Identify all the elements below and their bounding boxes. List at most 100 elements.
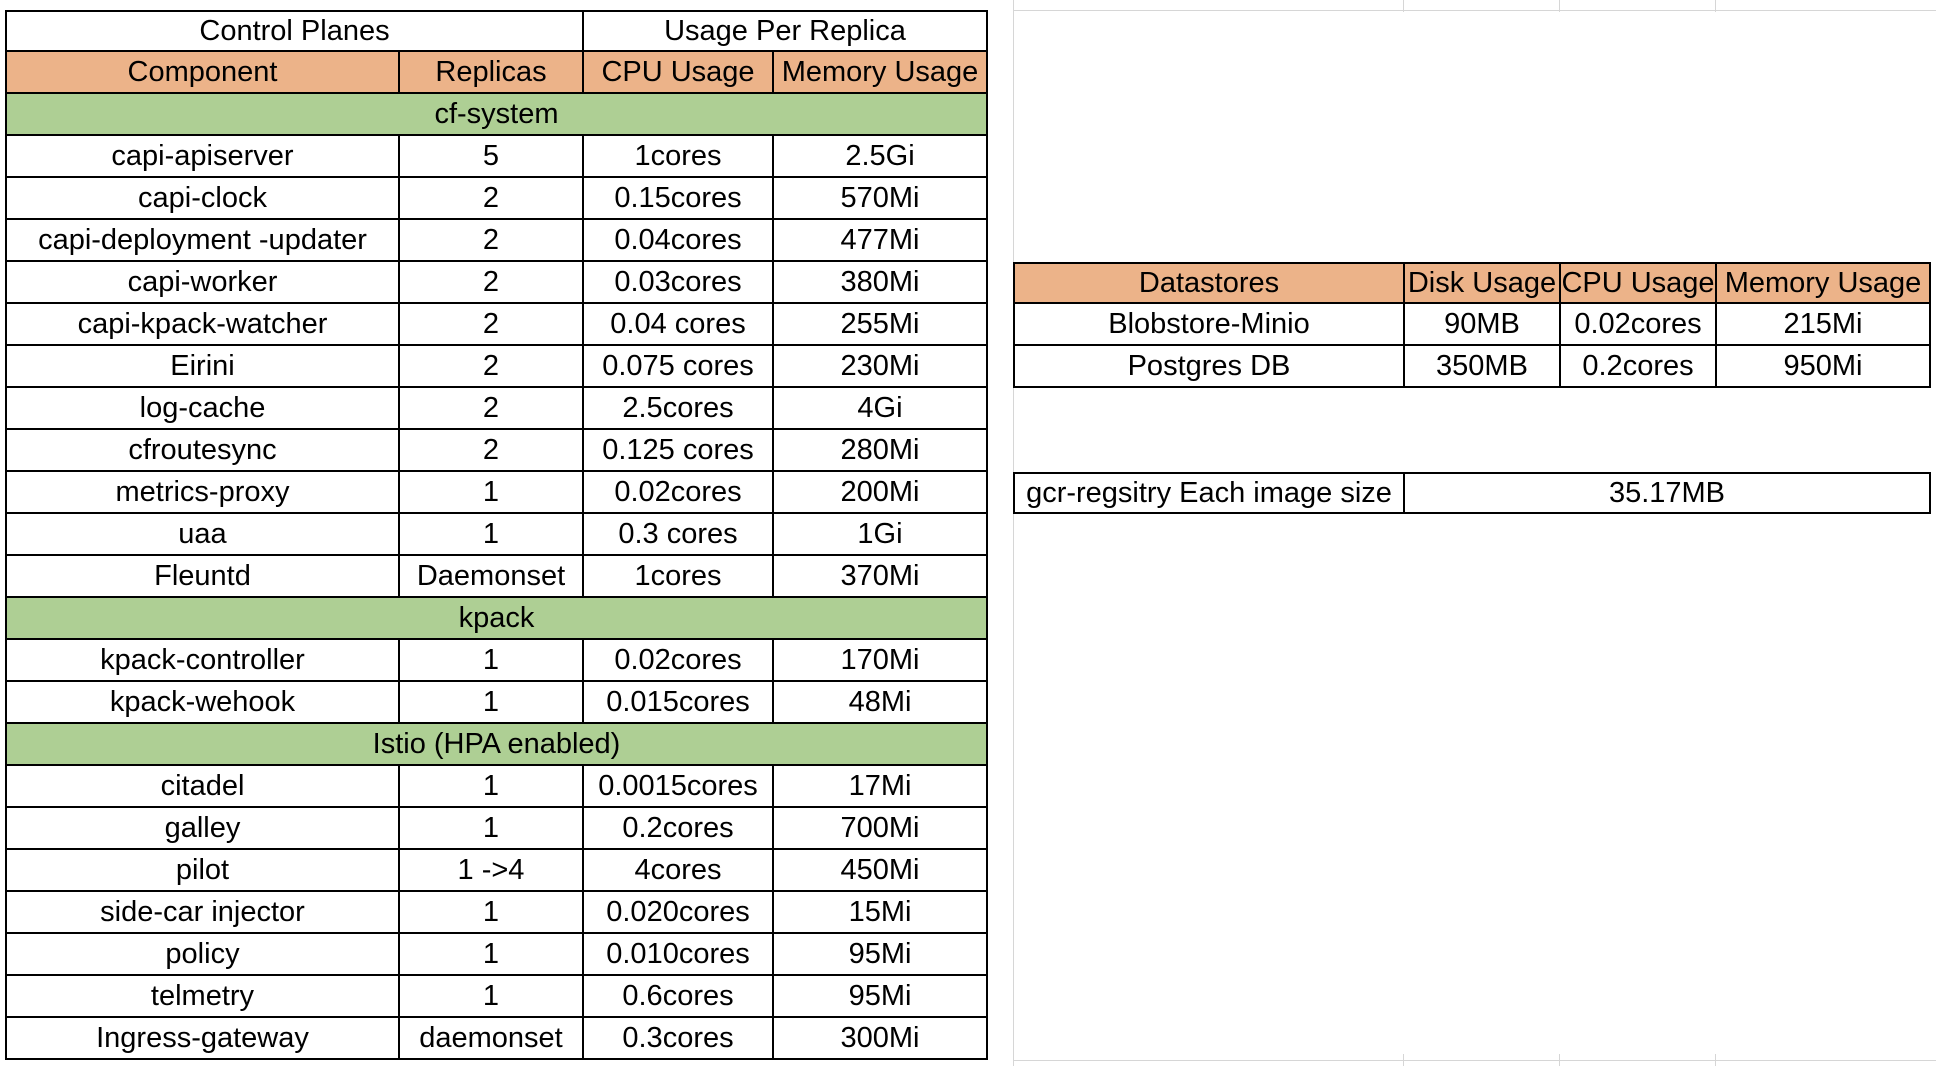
component-cell[interactable]: capi-kpack-watcher xyxy=(5,304,398,346)
component-cell[interactable]: metrics-proxy xyxy=(5,472,398,514)
replicas-cell[interactable]: 2 xyxy=(398,304,582,346)
memory-usage-cell[interactable]: 300Mi xyxy=(772,1018,988,1060)
memory-usage-cell[interactable]: 170Mi xyxy=(772,640,988,682)
component-cell[interactable]: capi-deployment -updater xyxy=(5,220,398,262)
replicas-cell[interactable]: 1 xyxy=(398,682,582,724)
disk-usage-cell[interactable]: 90MB xyxy=(1403,304,1559,346)
memory-usage-cell[interactable]: 95Mi xyxy=(772,976,988,1018)
cpu-usage-cell[interactable]: 0.125 cores xyxy=(582,430,772,472)
component-cell[interactable]: kpack-wehook xyxy=(5,682,398,724)
cpu-usage-cell[interactable]: 1cores xyxy=(582,556,772,598)
cpu-usage-cell[interactable]: 0.2cores xyxy=(582,808,772,850)
memory-usage-cell[interactable]: 280Mi xyxy=(772,430,988,472)
component-cell[interactable]: capi-apiserver xyxy=(5,136,398,178)
cpu-usage-cell[interactable]: 0.04cores xyxy=(582,220,772,262)
registry-label-cell[interactable]: gcr-regsitry Each image size xyxy=(1013,472,1403,514)
cpu-usage-cell[interactable]: 0.020cores xyxy=(582,892,772,934)
cpu-usage-cell[interactable]: 0.0015cores xyxy=(582,766,772,808)
datastores-header-datastores[interactable]: Datastores xyxy=(1013,262,1403,304)
replicas-cell[interactable]: 1 xyxy=(398,892,582,934)
control-planes-title[interactable]: Control Planes xyxy=(5,10,582,52)
cpu-usage-cell[interactable]: 0.010cores xyxy=(582,934,772,976)
column-header-replicas[interactable]: Replicas xyxy=(398,52,582,94)
disk-usage-cell[interactable]: 350MB xyxy=(1403,346,1559,388)
memory-usage-cell[interactable]: 48Mi xyxy=(772,682,988,724)
replicas-cell[interactable]: 2 xyxy=(398,262,582,304)
component-cell[interactable]: capi-worker xyxy=(5,262,398,304)
cpu-usage-cell[interactable]: 0.3cores xyxy=(582,1018,772,1060)
memory-usage-cell[interactable]: 570Mi xyxy=(772,178,988,220)
component-cell[interactable]: Eirini xyxy=(5,346,398,388)
cpu-usage-cell[interactable]: 0.2cores xyxy=(1559,346,1715,388)
memory-usage-cell[interactable]: 370Mi xyxy=(772,556,988,598)
component-cell[interactable]: kpack-controller xyxy=(5,640,398,682)
cpu-usage-cell[interactable]: 0.3 cores xyxy=(582,514,772,556)
memory-usage-cell[interactable]: 950Mi xyxy=(1715,346,1931,388)
memory-usage-cell[interactable]: 380Mi xyxy=(772,262,988,304)
memory-usage-cell[interactable]: 4Gi xyxy=(772,388,988,430)
replicas-cell[interactable]: 2 xyxy=(398,346,582,388)
datastores-header-memory-usage[interactable]: Memory Usage xyxy=(1715,262,1931,304)
cpu-usage-cell[interactable]: 1cores xyxy=(582,136,772,178)
datastore-name-cell[interactable]: Postgres DB xyxy=(1013,346,1403,388)
column-header-component[interactable]: Component xyxy=(5,52,398,94)
replicas-cell[interactable]: 2 xyxy=(398,220,582,262)
section-row[interactable]: Istio (HPA enabled) xyxy=(5,724,988,766)
cpu-usage-cell[interactable]: 0.02cores xyxy=(1559,304,1715,346)
component-cell[interactable]: policy xyxy=(5,934,398,976)
memory-usage-cell[interactable]: 95Mi xyxy=(772,934,988,976)
memory-usage-cell[interactable]: 1Gi xyxy=(772,514,988,556)
registry-value-cell[interactable]: 35.17MB xyxy=(1403,472,1931,514)
cpu-usage-cell[interactable]: 0.02cores xyxy=(582,640,772,682)
cpu-usage-cell[interactable]: 0.04 cores xyxy=(582,304,772,346)
replicas-cell[interactable]: Daemonset xyxy=(398,556,582,598)
memory-usage-cell[interactable]: 2.5Gi xyxy=(772,136,988,178)
component-cell[interactable]: citadel xyxy=(5,766,398,808)
cpu-usage-cell[interactable]: 0.6cores xyxy=(582,976,772,1018)
column-header-cpu-usage[interactable]: CPU Usage xyxy=(582,52,772,94)
component-cell[interactable]: Fleuntd xyxy=(5,556,398,598)
replicas-cell[interactable]: 1 xyxy=(398,472,582,514)
replicas-cell[interactable]: 1 xyxy=(398,640,582,682)
datastores-header-cpu-usage[interactable]: CPU Usage xyxy=(1559,262,1715,304)
replicas-cell[interactable]: 1 ->4 xyxy=(398,850,582,892)
replicas-cell[interactable]: 1 xyxy=(398,766,582,808)
component-cell[interactable]: cfroutesync xyxy=(5,430,398,472)
cpu-usage-cell[interactable]: 0.015cores xyxy=(582,682,772,724)
column-header-memory-usage[interactable]: Memory Usage xyxy=(772,52,988,94)
memory-usage-cell[interactable]: 255Mi xyxy=(772,304,988,346)
memory-usage-cell[interactable]: 17Mi xyxy=(772,766,988,808)
cpu-usage-cell[interactable]: 0.03cores xyxy=(582,262,772,304)
memory-usage-cell[interactable]: 200Mi xyxy=(772,472,988,514)
cpu-usage-cell[interactable]: 0.15cores xyxy=(582,178,772,220)
component-cell[interactable]: capi-clock xyxy=(5,178,398,220)
memory-usage-cell[interactable]: 15Mi xyxy=(772,892,988,934)
memory-usage-cell[interactable]: 477Mi xyxy=(772,220,988,262)
replicas-cell[interactable]: 1 xyxy=(398,976,582,1018)
section-row[interactable]: kpack xyxy=(5,598,988,640)
cpu-usage-cell[interactable]: 2.5cores xyxy=(582,388,772,430)
component-cell[interactable]: log-cache xyxy=(5,388,398,430)
component-cell[interactable]: side-car injector xyxy=(5,892,398,934)
cpu-usage-cell[interactable]: 0.075 cores xyxy=(582,346,772,388)
section-row[interactable]: cf-system xyxy=(5,94,988,136)
datastore-name-cell[interactable]: Blobstore-Minio xyxy=(1013,304,1403,346)
component-cell[interactable]: galley xyxy=(5,808,398,850)
datastores-header-disk-usage[interactable]: Disk Usage xyxy=(1403,262,1559,304)
usage-per-replica-title[interactable]: Usage Per Replica xyxy=(582,10,988,52)
replicas-cell[interactable]: 2 xyxy=(398,430,582,472)
replicas-cell[interactable]: 5 xyxy=(398,136,582,178)
cpu-usage-cell[interactable]: 4cores xyxy=(582,850,772,892)
replicas-cell[interactable]: 2 xyxy=(398,388,582,430)
component-cell[interactable]: uaa xyxy=(5,514,398,556)
component-cell[interactable]: pilot xyxy=(5,850,398,892)
memory-usage-cell[interactable]: 230Mi xyxy=(772,346,988,388)
component-cell[interactable]: Ingress-gateway xyxy=(5,1018,398,1060)
replicas-cell[interactable]: 1 xyxy=(398,514,582,556)
memory-usage-cell[interactable]: 700Mi xyxy=(772,808,988,850)
memory-usage-cell[interactable]: 450Mi xyxy=(772,850,988,892)
cpu-usage-cell[interactable]: 0.02cores xyxy=(582,472,772,514)
replicas-cell[interactable]: 2 xyxy=(398,178,582,220)
replicas-cell[interactable]: daemonset xyxy=(398,1018,582,1060)
replicas-cell[interactable]: 1 xyxy=(398,934,582,976)
